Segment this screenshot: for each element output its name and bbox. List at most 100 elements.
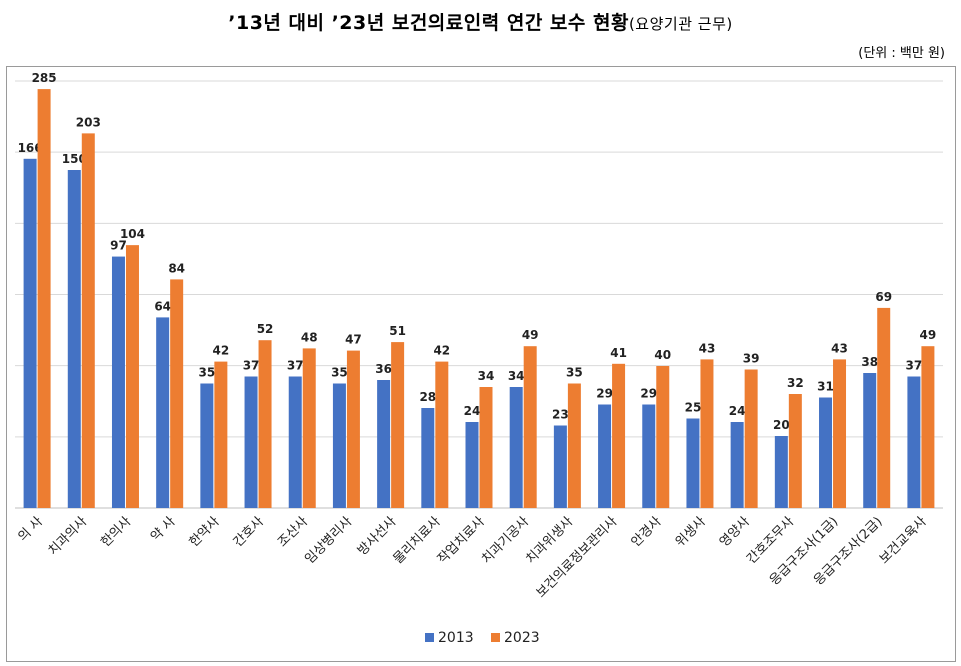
bar-2023 [744, 369, 758, 508]
bar-2023 [833, 359, 847, 508]
value-label-2023: 49 [920, 328, 937, 342]
bar-2013 [377, 380, 391, 508]
bar-2023 [125, 245, 139, 508]
value-label-2023: 104 [120, 227, 145, 241]
value-label-2023: 52 [257, 322, 274, 336]
legend-label-2023: 2023 [504, 630, 540, 646]
bar-2023 [877, 307, 891, 508]
value-label-2013: 23 [552, 408, 569, 422]
category-label: 간호사 [231, 514, 267, 550]
bar-2023 [656, 366, 670, 508]
category-label: 작업치료사 [435, 514, 488, 567]
bar-2013 [907, 376, 921, 508]
value-label-2013: 25 [685, 401, 702, 415]
value-label-2023: 43 [699, 341, 716, 355]
bar-2013 [156, 317, 170, 508]
value-label-2013: 97 [110, 239, 127, 253]
category-label: 임상병리사 [302, 514, 355, 567]
value-label-2023: 69 [875, 290, 892, 304]
category-label: 방사선사 [355, 514, 399, 558]
value-label-2013: 24 [729, 404, 746, 418]
value-label-2013: 64 [154, 299, 171, 313]
bar-2013 [288, 376, 302, 508]
category-label: 물리치료사 [391, 514, 444, 567]
category-label: 조산사 [275, 514, 311, 550]
value-label-2013: 20 [773, 418, 790, 432]
bar-2023 [214, 361, 228, 508]
bar-2013 [111, 256, 125, 508]
legend-swatch-2013 [425, 633, 434, 642]
bar-2013 [67, 170, 81, 508]
bar-2013 [465, 422, 479, 508]
category-label: 영양사 [717, 514, 753, 550]
bar-2013 [332, 383, 346, 508]
bar-2023 [302, 348, 316, 508]
bar-2013 [642, 404, 656, 508]
category-label: 치과의사 [46, 514, 90, 558]
category-label: 한의사 [98, 514, 134, 550]
legend-label-2013: 2013 [438, 630, 474, 646]
bar-2023 [81, 133, 95, 508]
bar-2023 [258, 340, 272, 508]
category-label: 보건의료정보관리사 [534, 514, 621, 601]
value-label-2013: 150 [62, 152, 87, 166]
category-label: 의 사 [15, 514, 45, 544]
category-label: 보건교육사 [877, 514, 930, 567]
value-label-2013: 37 [906, 359, 923, 373]
value-label-2023: 41 [610, 346, 627, 360]
category-label: 약 사 [148, 514, 178, 544]
bar-2013 [23, 158, 37, 509]
value-label-2013: 38 [861, 355, 878, 369]
value-label-2013: 36 [375, 362, 392, 376]
unit-label: (단위 : 백만 원) [858, 46, 945, 61]
legend-swatch-2023 [491, 633, 500, 642]
bar-2023 [479, 387, 493, 508]
bar-2013 [553, 425, 567, 508]
bar-2013 [509, 387, 523, 508]
value-label-2023: 32 [787, 376, 804, 390]
value-label-2023: 48 [301, 330, 318, 344]
value-label-2023: 42 [433, 344, 450, 358]
bar-2023 [523, 346, 537, 508]
bar-2013 [819, 397, 833, 508]
category-label: 위생사 [673, 514, 709, 550]
value-label-2023: 84 [168, 261, 185, 275]
value-label-2023: 35 [566, 366, 583, 380]
category-label: 안경사 [629, 514, 665, 550]
bar-2013 [421, 408, 435, 508]
value-label-2013: 31 [817, 380, 834, 394]
value-label-2013: 166 [18, 141, 43, 155]
value-label-2013: 35 [199, 366, 216, 380]
bar-2023 [921, 346, 935, 508]
value-label-2013: 35 [331, 366, 348, 380]
value-label-2013: 29 [640, 387, 657, 401]
bar-2013 [598, 404, 612, 508]
chart-title-sub: (요양기관 근무) [628, 15, 733, 33]
value-label-2023: 39 [743, 352, 760, 366]
value-label-2023: 43 [831, 341, 848, 355]
chart-frame: 166 285 의 사 150 203 치과의사 97 104 한의사 64 84 약 사 35 42 한약… [6, 66, 956, 662]
category-label: 한약사 [187, 514, 223, 550]
bar-2023 [346, 350, 360, 508]
bar-2023 [391, 342, 405, 508]
value-label-2023: 47 [345, 333, 362, 347]
value-label-2023: 42 [213, 344, 230, 358]
bar-2023 [788, 394, 802, 508]
chart-title-main: ’13년 대비 ’23년 보건의료인력 연간 보수 현황 [228, 12, 629, 34]
bar-2023 [170, 279, 184, 508]
bar-2023 [435, 361, 449, 508]
value-label-2013: 37 [243, 359, 260, 373]
value-label-2023: 34 [478, 369, 495, 383]
bar-2013 [244, 376, 258, 508]
category-label: 치과기공사 [479, 514, 532, 567]
value-label-2013: 37 [287, 359, 304, 373]
bar-2023 [37, 89, 51, 508]
bar-2013 [686, 418, 700, 508]
value-label-2023: 49 [522, 328, 539, 342]
bar-2013 [200, 383, 214, 508]
bar-2013 [730, 422, 744, 508]
value-label-2023: 40 [654, 348, 671, 362]
value-label-2013: 24 [464, 404, 481, 418]
value-label-2013: 34 [508, 369, 525, 383]
